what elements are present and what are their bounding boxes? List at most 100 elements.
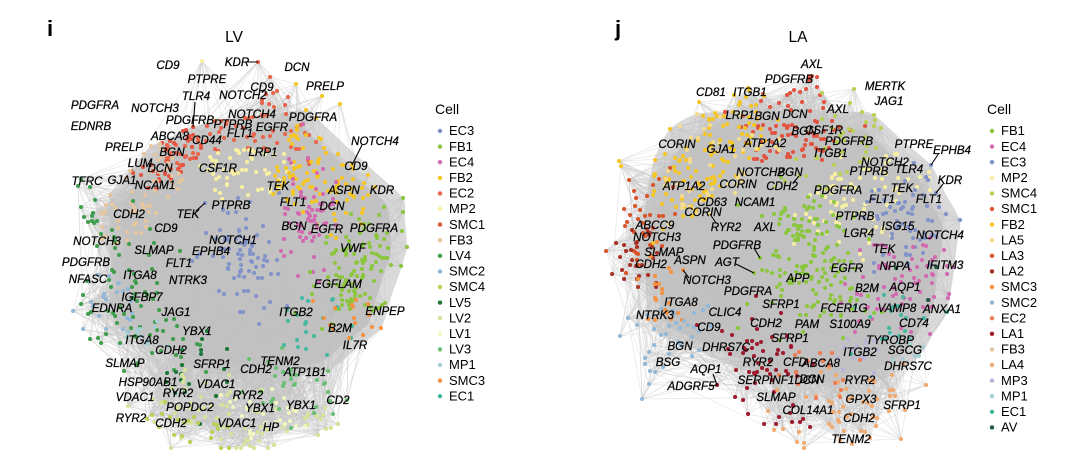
- svg-text:LRP1: LRP1: [248, 146, 277, 159]
- svg-text:AV: AV: [1001, 420, 1018, 435]
- svg-text:CD81: CD81: [696, 86, 726, 99]
- svg-text:EC2: EC2: [449, 186, 474, 201]
- svg-text:MP1: MP1: [449, 357, 476, 372]
- svg-text:NOTCH2: NOTCH2: [219, 89, 267, 102]
- svg-text:POPDC2: POPDC2: [166, 401, 214, 414]
- svg-text:NOTCH4: NOTCH4: [228, 108, 276, 121]
- svg-text:VDAC1: VDAC1: [197, 378, 236, 391]
- svg-text:LA: LA: [789, 29, 809, 46]
- svg-text:LV2: LV2: [449, 310, 471, 325]
- svg-text:PDGFRA: PDGFRA: [289, 111, 338, 124]
- svg-text:RYR2: RYR2: [163, 387, 194, 400]
- svg-text:SERPINF1: SERPINF1: [738, 374, 795, 387]
- svg-text:LUM: LUM: [128, 157, 153, 170]
- svg-text:VDAC1: VDAC1: [218, 417, 257, 430]
- svg-text:BGN: BGN: [754, 110, 780, 123]
- svg-text:HP: HP: [263, 421, 279, 434]
- svg-text:CDH2: CDH2: [766, 180, 798, 193]
- svg-text:AQP1: AQP1: [889, 281, 921, 294]
- svg-text:CD74: CD74: [899, 317, 929, 330]
- svg-text:S100A9: S100A9: [829, 318, 871, 331]
- svg-text:NOTCH4: NOTCH4: [351, 135, 399, 148]
- svg-text:CDH2: CDH2: [843, 412, 875, 425]
- svg-text:ATP1A2: ATP1A2: [662, 180, 706, 193]
- svg-text:TENM2: TENM2: [260, 355, 300, 368]
- svg-text:MP3: MP3: [1001, 373, 1028, 388]
- svg-text:YBX1: YBX1: [286, 399, 316, 412]
- svg-text:LGR4: LGR4: [844, 227, 875, 240]
- svg-text:GJA1: GJA1: [108, 174, 137, 187]
- svg-text:ITGB1: ITGB1: [733, 86, 767, 99]
- svg-text:CDH2: CDH2: [113, 208, 145, 221]
- svg-text:ENPEP: ENPEP: [365, 305, 405, 318]
- svg-text:TEK: TEK: [891, 182, 915, 195]
- svg-text:EDNRA: EDNRA: [92, 302, 133, 315]
- svg-text:Cell: Cell: [987, 101, 1011, 117]
- svg-text:TYROBP: TYROBP: [866, 334, 914, 347]
- svg-text:PDGFRB: PDGFRB: [166, 114, 215, 127]
- svg-text:LV4: LV4: [449, 248, 471, 263]
- svg-text:AQP1: AQP1: [690, 363, 722, 376]
- svg-text:JAG1: JAG1: [874, 95, 904, 108]
- svg-text:DHRS7C: DHRS7C: [702, 341, 750, 354]
- svg-text:PDGFRA: PDGFRA: [350, 222, 399, 235]
- svg-text:ATP1B1: ATP1B1: [283, 366, 326, 379]
- svg-text:HSP90AB1: HSP90AB1: [119, 376, 178, 389]
- svg-text:PRELP: PRELP: [306, 80, 344, 93]
- svg-text:CD9: CD9: [697, 321, 721, 334]
- svg-text:NOTCH2: NOTCH2: [861, 156, 909, 169]
- svg-text:CORIN: CORIN: [719, 178, 757, 191]
- svg-text:MP2: MP2: [449, 201, 476, 216]
- svg-text:KDR: KDR: [225, 56, 250, 69]
- svg-text:YBX1: YBX1: [182, 325, 212, 338]
- svg-text:CD9: CD9: [156, 59, 180, 72]
- svg-text:TLR4: TLR4: [182, 90, 211, 103]
- svg-text:LA5: LA5: [1001, 232, 1024, 247]
- svg-text:MP2: MP2: [1001, 170, 1028, 185]
- svg-text:PTPRB: PTPRB: [212, 199, 251, 212]
- svg-text:DCN: DCN: [794, 374, 820, 387]
- svg-text:j: j: [614, 16, 621, 41]
- svg-text:SMC4: SMC4: [449, 279, 485, 294]
- svg-text:EGFR: EGFR: [311, 223, 344, 236]
- svg-text:AXL: AXL: [826, 103, 849, 116]
- svg-text:PDGFRB: PDGFRB: [62, 256, 111, 269]
- svg-text:ITGB2: ITGB2: [843, 346, 877, 359]
- svg-text:NOTCH1: NOTCH1: [209, 234, 257, 247]
- svg-text:SFRP1: SFRP1: [193, 358, 230, 371]
- svg-text:PDGFRA: PDGFRA: [724, 285, 773, 298]
- svg-text:AXL: AXL: [753, 221, 776, 234]
- svg-text:LA4: LA4: [1001, 357, 1024, 372]
- svg-text:EPHB4: EPHB4: [192, 245, 231, 258]
- svg-text:SFRP1: SFRP1: [883, 399, 920, 412]
- svg-text:CD9: CD9: [344, 160, 368, 173]
- svg-text:ITGB2: ITGB2: [279, 306, 313, 319]
- svg-text:SGCG: SGCG: [888, 344, 922, 357]
- svg-text:FLT1: FLT1: [869, 193, 895, 206]
- svg-text:PTPRB: PTPRB: [214, 118, 253, 131]
- svg-text:KDR: KDR: [938, 174, 963, 187]
- svg-text:FB2: FB2: [1001, 217, 1025, 232]
- svg-text:FCER1G: FCER1G: [820, 302, 867, 315]
- svg-text:DCN: DCN: [799, 373, 825, 386]
- svg-text:CD44: CD44: [192, 134, 222, 147]
- svg-text:IFITM3: IFITM3: [927, 259, 964, 272]
- svg-text:ANXA1: ANXA1: [922, 303, 961, 316]
- svg-text:NOTCH3: NOTCH3: [131, 102, 179, 115]
- svg-text:CORIN: CORIN: [684, 206, 722, 219]
- svg-text:EC1: EC1: [1001, 404, 1026, 419]
- svg-text:KDR: KDR: [370, 184, 395, 197]
- svg-text:EC2: EC2: [1001, 310, 1026, 325]
- svg-text:ASPN: ASPN: [673, 254, 706, 267]
- svg-text:DHRS7C: DHRS7C: [884, 360, 932, 373]
- svg-text:ISG15: ISG15: [882, 220, 915, 233]
- svg-text:CD63: CD63: [697, 196, 727, 209]
- svg-text:GPX3: GPX3: [846, 393, 877, 406]
- svg-text:CORIN: CORIN: [658, 138, 696, 151]
- svg-text:NTRK3: NTRK3: [169, 274, 208, 287]
- svg-text:DCN: DCN: [284, 61, 310, 74]
- svg-text:SLMAP: SLMAP: [644, 246, 684, 259]
- svg-text:LRP1: LRP1: [725, 109, 754, 122]
- svg-text:YBX1: YBX1: [245, 402, 275, 415]
- svg-text:EGFR: EGFR: [256, 121, 289, 134]
